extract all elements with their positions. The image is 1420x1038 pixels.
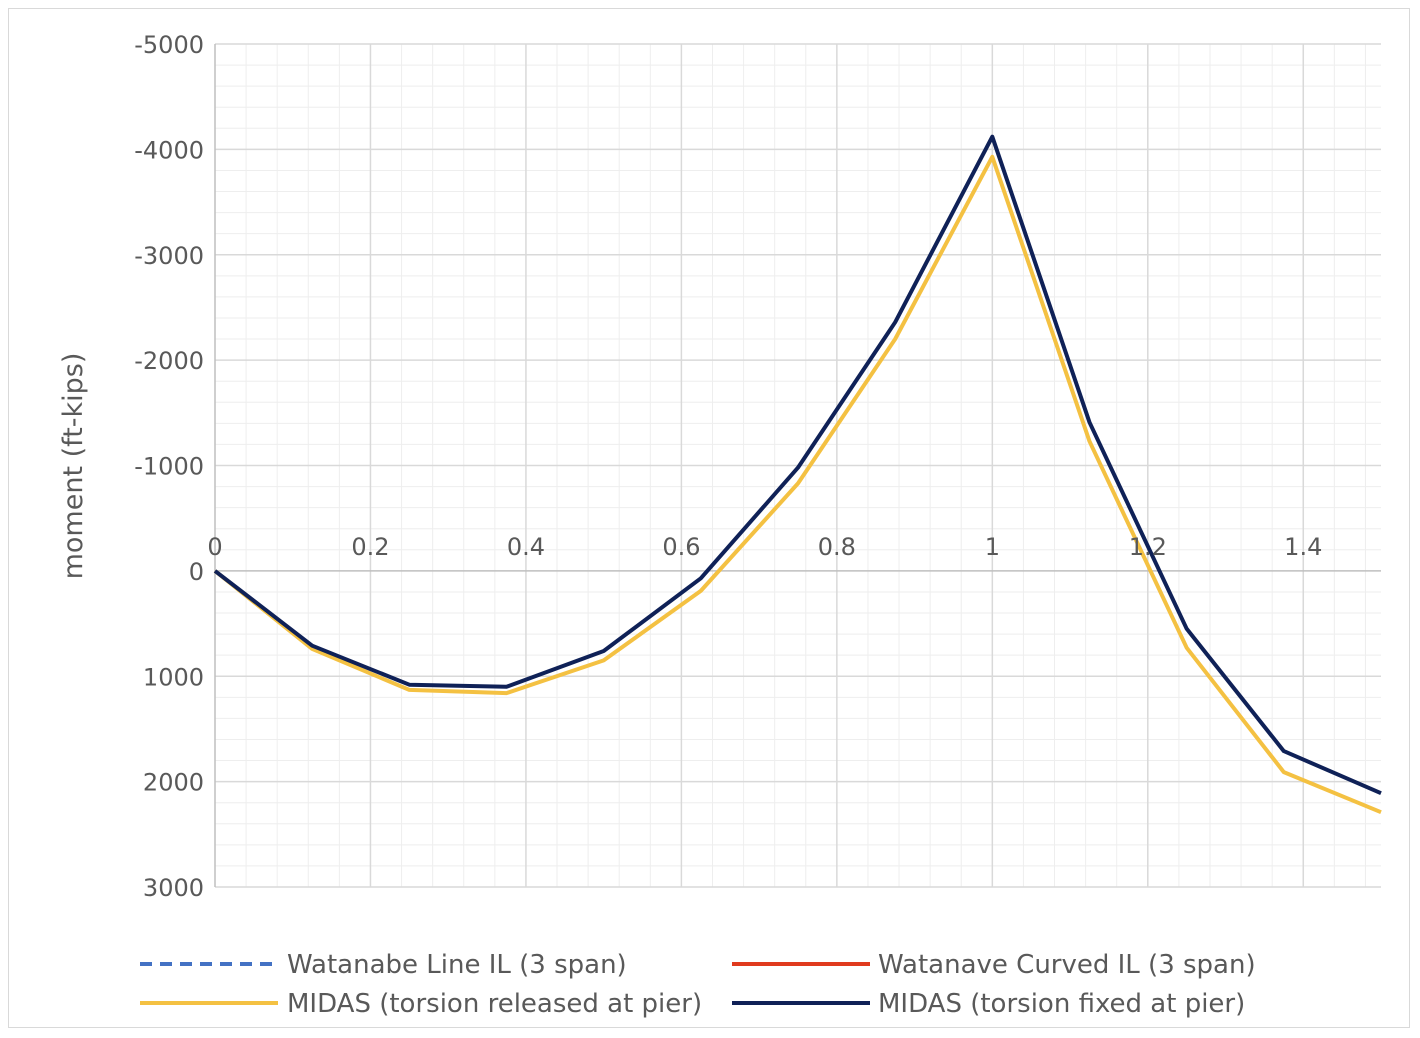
x-tick-label: 1.4 (1284, 533, 1322, 561)
legend-label-2: MIDAS (torsion released at pier) (287, 989, 702, 1019)
tick-labels: -5000 -4000 -3000 -2000 -1000 0 1000 2000 3000 0 0… (134, 31, 1322, 902)
y-tick-label: 0 (189, 558, 204, 586)
y-tick-label: 3000 (143, 874, 204, 902)
series-line-2 (213, 154, 1382, 815)
y-tick-label: -3000 (134, 242, 204, 270)
x-tick-label: 0.6 (662, 533, 700, 561)
x-tick-label: 0.4 (507, 533, 545, 561)
y-tick-label: -2000 (134, 347, 204, 375)
x-tick-label: 0.8 (818, 533, 856, 561)
chart-frame (8, 8, 1410, 1028)
y-tick-label: 1000 (143, 663, 204, 691)
x-tick-label: 1 (985, 533, 1000, 561)
x-tick-label: 1.2 (1129, 533, 1167, 561)
y-tick-label: 2000 (143, 769, 204, 797)
y-tick-label: -1000 (134, 453, 204, 481)
y-tick-label: -4000 (134, 136, 204, 164)
legend-label-1: Watanave Curved IL (3 span) (878, 950, 1256, 980)
y-axis-title: moment (ft-kips) (58, 353, 89, 580)
series-lines (213, 134, 1382, 815)
legend-label-3: MIDAS (torsion fixed at pier) (878, 989, 1245, 1019)
legend: Watanabe Line IL (3 span) Watanave Curved… (140, 950, 1256, 1019)
legend-label-0: Watanabe Line IL (3 span) (287, 950, 627, 980)
x-tick-label: 0 (207, 533, 222, 561)
axes (214, 44, 1381, 887)
y-tick-label: -5000 (134, 31, 204, 59)
x-tick-label: 0.2 (351, 533, 389, 561)
series-line-3 (213, 134, 1382, 796)
